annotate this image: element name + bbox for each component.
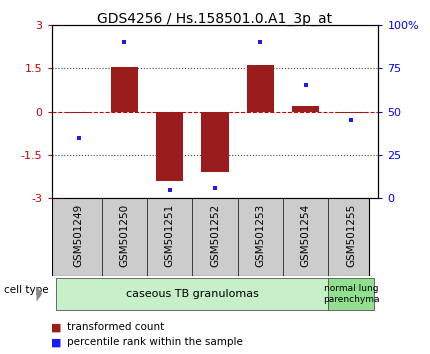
- Text: ■: ■: [51, 322, 61, 332]
- Text: GSM501254: GSM501254: [301, 204, 311, 267]
- Bar: [247, 65, 274, 112]
- Text: normal lung
parenchyma: normal lung parenchyma: [323, 284, 379, 303]
- FancyBboxPatch shape: [329, 278, 374, 310]
- Point: [348, 118, 355, 123]
- Text: GSM501253: GSM501253: [255, 204, 265, 267]
- Point: [75, 135, 82, 140]
- Point: [257, 39, 264, 45]
- Text: transformed count: transformed count: [67, 322, 164, 332]
- Text: percentile rank within the sample: percentile rank within the sample: [67, 337, 243, 347]
- Bar: [292, 106, 319, 112]
- Text: GSM501249: GSM501249: [74, 204, 84, 267]
- Point: [302, 82, 309, 88]
- Polygon shape: [37, 286, 42, 302]
- FancyBboxPatch shape: [56, 278, 329, 310]
- Bar: [338, 112, 365, 113]
- Text: GSM501250: GSM501250: [119, 204, 129, 267]
- Text: GSM501255: GSM501255: [346, 204, 356, 267]
- Text: GSM501252: GSM501252: [210, 204, 220, 267]
- Bar: [156, 112, 183, 181]
- Text: cell type: cell type: [4, 285, 49, 295]
- Bar: [111, 67, 138, 112]
- Point: [121, 39, 128, 45]
- Text: GSM501251: GSM501251: [165, 204, 175, 267]
- Text: ■: ■: [51, 337, 61, 347]
- Bar: [201, 112, 229, 172]
- Text: caseous TB granulomas: caseous TB granulomas: [126, 289, 259, 299]
- Point: [212, 185, 218, 191]
- Point: [166, 187, 173, 193]
- Bar: [65, 112, 92, 113]
- Text: GDS4256 / Hs.158501.0.A1_3p_at: GDS4256 / Hs.158501.0.A1_3p_at: [98, 12, 332, 27]
